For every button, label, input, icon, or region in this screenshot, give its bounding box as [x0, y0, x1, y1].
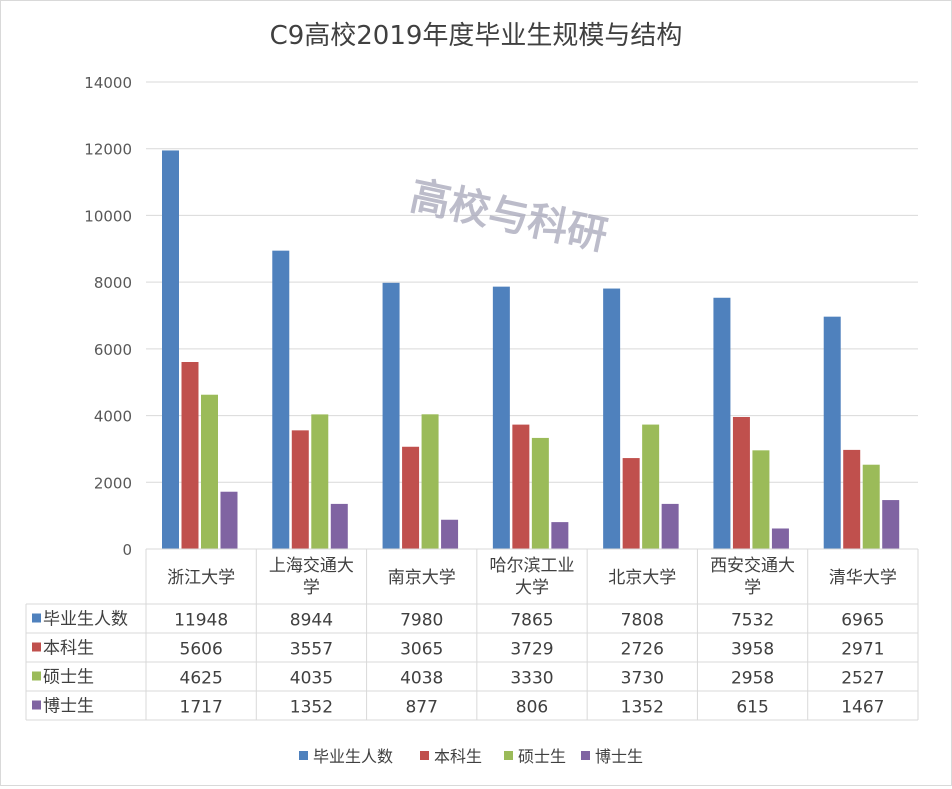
- data-label: 7865: [510, 611, 553, 631]
- data-label: 2971: [841, 640, 884, 660]
- series-name: 毕业生人数: [43, 610, 128, 630]
- y-tick-label: 8000: [94, 274, 132, 292]
- bar-1-6: [843, 449, 861, 549]
- data-label: 4625: [180, 669, 223, 689]
- data-label: 1717: [180, 698, 223, 718]
- data-label: 7808: [621, 611, 664, 631]
- bar-1-1: [291, 430, 309, 549]
- bar-3-1: [330, 503, 348, 549]
- legend-label: 硕士生: [518, 747, 566, 766]
- category-label: 浙江大学: [167, 568, 235, 588]
- y-tick-label: 2000: [94, 474, 132, 492]
- series-name: 博士生: [43, 697, 94, 717]
- category-label: 学: [303, 578, 320, 598]
- data-label: 615: [736, 698, 768, 718]
- data-label: 7980: [400, 611, 443, 631]
- bar-2-2: [421, 414, 439, 549]
- bar-3-5: [771, 528, 789, 549]
- bar-3-3: [551, 522, 569, 549]
- category-label: 上海交通大: [269, 556, 354, 576]
- data-label: 3330: [510, 669, 553, 689]
- bar-0-6: [823, 316, 841, 549]
- bar-3-4: [661, 503, 679, 549]
- data-label: 806: [516, 698, 548, 718]
- legend-label: 博士生: [595, 747, 643, 766]
- bar-0-4: [603, 288, 621, 549]
- data-label: 2527: [841, 669, 884, 689]
- bar-0-5: [713, 297, 731, 549]
- category-label: 大学: [515, 578, 549, 598]
- data-label: 1467: [841, 698, 884, 718]
- y-tick-label: 14000: [84, 74, 132, 92]
- data-label: 877: [405, 698, 437, 718]
- category-label: 学: [744, 578, 761, 598]
- category-label: 南京大学: [388, 568, 456, 588]
- watermark: 高校与科研: [406, 173, 611, 260]
- data-label: 11948: [174, 611, 228, 631]
- legend-label: 毕业生人数: [313, 747, 393, 766]
- bar-2-5: [752, 450, 770, 549]
- data-label: 3557: [290, 640, 333, 660]
- category-label: 北京大学: [608, 568, 676, 588]
- y-tick-label: 12000: [84, 141, 132, 159]
- series-name: 硕士生: [43, 668, 94, 688]
- y-tick-label: 6000: [94, 341, 132, 359]
- bar-3-6: [882, 500, 900, 549]
- bar-3-2: [441, 519, 459, 549]
- data-label: 3958: [731, 640, 774, 660]
- data-label: 2958: [731, 669, 774, 689]
- data-label: 2726: [621, 640, 664, 660]
- bar-1-3: [512, 424, 530, 549]
- y-tick-label: 4000: [94, 408, 132, 426]
- data-label: 3729: [510, 640, 553, 660]
- data-label: 4035: [290, 669, 333, 689]
- y-tick-label: 0: [122, 541, 132, 559]
- data-label: 4038: [400, 669, 443, 689]
- bar-1-2: [402, 446, 420, 549]
- legend-swatch-1: [420, 751, 429, 760]
- series-name: 本科生: [43, 639, 94, 659]
- category-label: 哈尔滨工业: [490, 556, 575, 576]
- legend-label: 本科生: [434, 747, 482, 766]
- series-key-3: [32, 700, 41, 710]
- bar-2-1: [311, 414, 329, 549]
- bar-2-6: [862, 464, 880, 549]
- data-label: 6965: [841, 611, 884, 631]
- y-tick-label: 10000: [84, 207, 132, 225]
- legend-swatch-0: [299, 751, 308, 760]
- series-key-1: [32, 642, 41, 652]
- data-label: 5606: [180, 640, 223, 660]
- bar-0-0: [162, 150, 179, 549]
- bar-1-4: [622, 458, 640, 549]
- data-label: 1352: [621, 698, 664, 718]
- data-label: 7532: [731, 611, 774, 631]
- bar-0-1: [272, 250, 290, 549]
- legend-swatch-3: [581, 751, 590, 760]
- legend-swatch-2: [504, 751, 513, 760]
- data-label: 3065: [400, 640, 443, 660]
- bar-1-5: [732, 416, 750, 549]
- data-label: 1352: [290, 698, 333, 718]
- bar-3-0: [220, 491, 238, 549]
- bar-1-0: [181, 361, 199, 549]
- category-label: 清华大学: [829, 568, 897, 588]
- chart-title: C9高校2019年度毕业生规模与结构: [270, 21, 683, 51]
- category-label: 西安交通大: [710, 556, 795, 576]
- bar-2-3: [531, 437, 549, 549]
- series-key-2: [32, 671, 41, 681]
- bar-0-3: [492, 286, 510, 549]
- data-label: 3730: [621, 669, 664, 689]
- series-key-0: [32, 613, 41, 623]
- bar-2-4: [642, 424, 660, 549]
- bar-2-0: [201, 394, 218, 549]
- data-label: 8944: [290, 611, 333, 631]
- bar-0-2: [382, 282, 400, 549]
